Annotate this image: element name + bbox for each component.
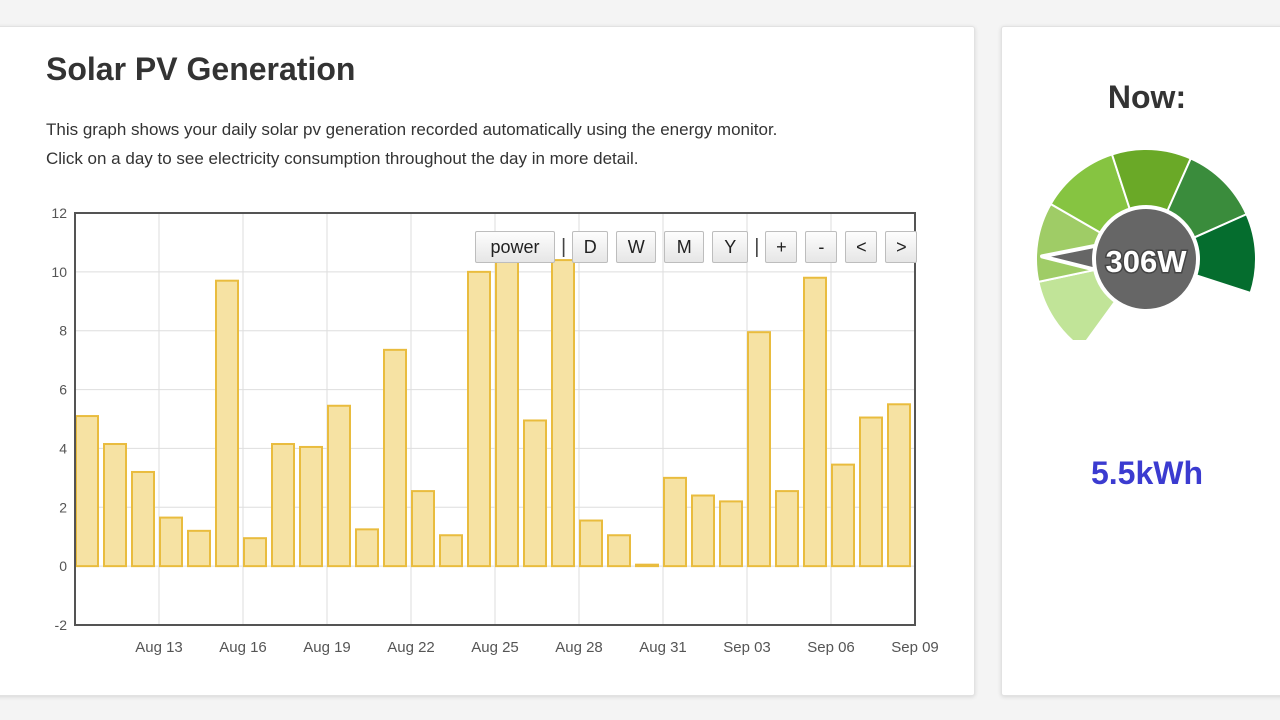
y-tick-label: 2 (59, 499, 67, 515)
page-title: Solar PV Generation (46, 51, 356, 87)
toolbar-separator: | (754, 235, 760, 258)
chart-bar[interactable] (803, 276, 827, 568)
chart-bar[interactable] (551, 259, 575, 568)
chart-bar[interactable] (887, 403, 911, 568)
x-tick-label: Sep 03 (723, 639, 771, 656)
y-tick-label: 12 (51, 205, 67, 221)
power-button[interactable]: power (475, 231, 555, 263)
description-line-2: Click on a day to see electricity consum… (46, 149, 639, 168)
chart-bar[interactable] (439, 534, 463, 568)
previous-button[interactable]: < (845, 231, 878, 263)
chart-bar[interactable] (215, 279, 239, 568)
chart-bars[interactable] (75, 253, 911, 568)
chart-bar[interactable] (859, 416, 883, 568)
zoom-in-button[interactable]: + (765, 231, 798, 263)
energy-total: 5.5kWh (1090, 455, 1204, 491)
y-tick-label: 6 (59, 382, 67, 398)
x-axis-ticks: Aug 13 Aug 16 Aug 19 Aug 22 Aug 25 Aug 28 Aug … (135, 639, 939, 656)
y-tick-label: 0 (59, 558, 67, 574)
x-tick-label: Aug 22 (387, 639, 435, 656)
gauge-hub (1092, 205, 1200, 313)
chart-bar[interactable] (243, 537, 267, 568)
chart-bar[interactable] (299, 445, 323, 568)
chart-bar[interactable] (411, 490, 435, 568)
x-tick-label: Aug 19 (303, 639, 351, 656)
chart-bar[interactable] (495, 253, 519, 568)
chart-bar[interactable] (131, 470, 155, 568)
x-tick-label: Aug 16 (219, 639, 267, 656)
chart-bar[interactable] (579, 519, 603, 568)
x-tick-label: Aug 13 (135, 639, 183, 656)
y-tick-label: 10 (51, 264, 67, 280)
y-tick-label: 4 (59, 440, 67, 456)
y-tick-label: -2 (55, 617, 68, 633)
chart-bar[interactable] (327, 404, 351, 568)
chart-bar[interactable] (187, 529, 211, 568)
chart-bar[interactable] (775, 490, 799, 568)
now-title: Now: (1107, 79, 1187, 115)
chart-bar[interactable] (383, 348, 407, 568)
chart-bar[interactable] (355, 528, 379, 568)
plot-area-border (74, 212, 916, 626)
power-gauge: 306W (1035, 148, 1257, 340)
chart-bar[interactable] (663, 476, 687, 568)
y-axis-ticks: 12 10 8 6 4 2 0 -2 (51, 205, 67, 633)
month-view-button[interactable]: M (664, 231, 705, 263)
chart-bar[interactable] (467, 270, 491, 568)
x-tick-label: Sep 09 (891, 639, 939, 656)
x-tick-label: Sep 06 (807, 639, 855, 656)
chart-bar[interactable] (747, 331, 771, 568)
current-power-value: 306W (1106, 244, 1188, 279)
chart-bar[interactable] (635, 563, 659, 568)
x-tick-label: Aug 25 (471, 639, 519, 656)
next-button[interactable]: > (885, 231, 918, 263)
y-tick-label: 8 (59, 323, 67, 339)
zoom-out-button[interactable]: - (805, 231, 838, 263)
chart-bar[interactable] (271, 443, 295, 568)
description-line-1: This graph shows your daily solar pv gen… (46, 120, 778, 139)
chart-bar[interactable] (691, 494, 715, 568)
chart-bar[interactable] (103, 443, 127, 568)
day-view-button[interactable]: D (572, 231, 609, 263)
chart-bar[interactable] (159, 516, 183, 568)
chart-bar[interactable] (75, 415, 99, 568)
chart-toolbar: power | D W M Y | + - < > (475, 230, 925, 264)
chart-bar[interactable] (719, 500, 743, 568)
chart-bar[interactable] (831, 463, 855, 568)
x-tick-label: Aug 28 (555, 639, 603, 656)
year-view-button[interactable]: Y (712, 231, 749, 263)
chart-bar[interactable] (523, 419, 547, 568)
graph-description: This graph shows your daily solar pv gen… (46, 115, 777, 173)
now-panel: Now: 5.5kWh (1001, 26, 1280, 696)
toolbar-separator: | (561, 235, 567, 258)
chart-bar[interactable] (607, 534, 631, 568)
x-tick-label: Aug 31 (639, 639, 687, 656)
week-view-button[interactable]: W (616, 231, 657, 263)
